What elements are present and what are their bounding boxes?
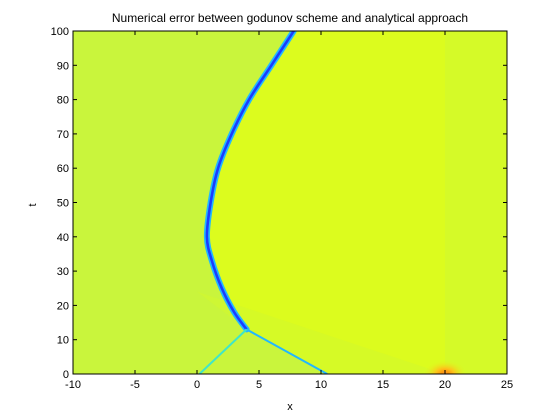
y-tick-label: 40 [57,232,69,244]
right-strip [445,31,507,374]
hotspot [423,360,467,374]
x-tick-label: 5 [256,379,262,391]
y-tick-label: 30 [57,266,69,278]
plot-area [73,31,507,374]
y-axis-label: t [27,203,39,206]
x-axis: -10 -5 0 5 10 15 20 25 [65,31,513,391]
y-tick-label: 0 [63,369,69,381]
x-tick-label: 25 [501,379,513,391]
y-tick-label: 60 [57,163,69,175]
x-tick-label: 15 [377,379,389,391]
shock-lower [246,328,328,374]
x-tick-label: 10 [315,379,327,391]
y-tick-label: 90 [57,60,69,72]
y-tick-label: 100 [51,26,69,38]
shock-curve [205,31,296,331]
y-tick-label: 20 [57,300,69,312]
y-tick-label: 50 [57,198,69,210]
x-tick-label: 20 [439,379,451,391]
chart-title: Numerical error between godunov scheme a… [112,11,468,25]
y-axis: 0 10 20 30 40 50 60 70 80 90 100 [51,26,507,381]
y-tick-label: 10 [57,335,69,347]
right-region [206,31,507,374]
y-tick-label: 80 [57,95,69,107]
x-axis-label: x [287,401,293,413]
fan-band [197,291,445,374]
x-tick-label: 0 [194,379,200,391]
x-tick-label: -5 [130,379,140,391]
x-tick-label: -10 [65,379,81,391]
y-tick-label: 70 [57,129,69,141]
left-ray [198,328,248,374]
